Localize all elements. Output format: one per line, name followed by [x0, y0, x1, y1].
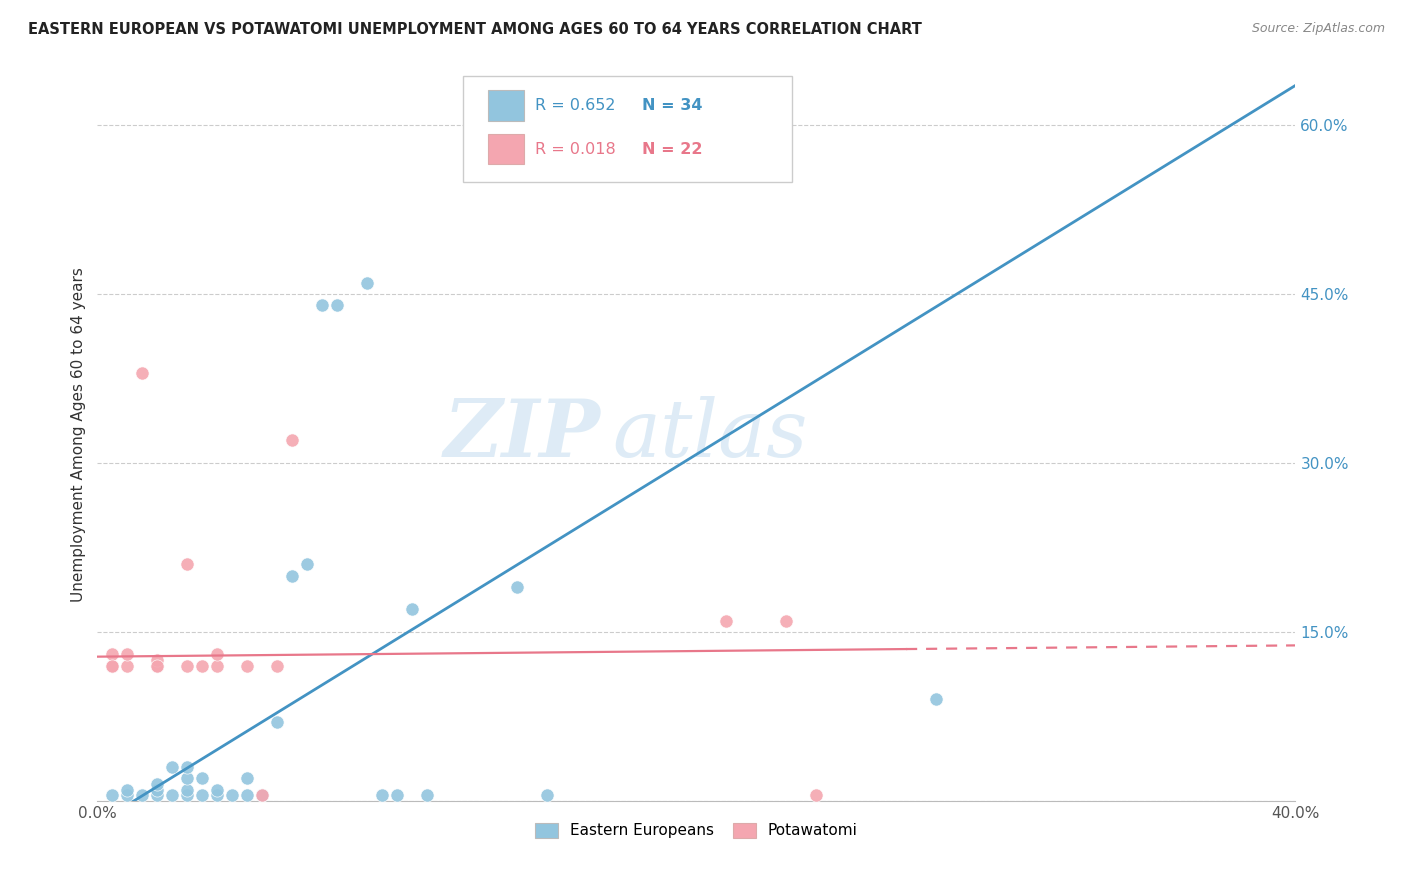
- Point: [536, 789, 558, 803]
- Point: [416, 789, 439, 803]
- Point: [281, 434, 304, 448]
- Point: [205, 782, 228, 797]
- Point: [101, 789, 124, 803]
- Point: [146, 782, 169, 797]
- Point: [160, 789, 183, 803]
- Point: [146, 789, 169, 803]
- Point: [146, 658, 169, 673]
- Point: [205, 648, 228, 662]
- Point: [101, 658, 124, 673]
- Point: [160, 760, 183, 774]
- Point: [176, 789, 198, 803]
- Point: [326, 298, 349, 312]
- Point: [191, 772, 214, 786]
- Point: [250, 789, 273, 803]
- Point: [401, 602, 423, 616]
- Point: [205, 658, 228, 673]
- Point: [236, 789, 259, 803]
- Point: [385, 789, 408, 803]
- Point: [146, 658, 169, 673]
- Point: [101, 648, 124, 662]
- Point: [925, 692, 948, 706]
- Point: [716, 614, 738, 628]
- Point: [146, 777, 169, 791]
- Text: N = 34: N = 34: [643, 97, 703, 112]
- Point: [266, 714, 288, 729]
- Point: [505, 580, 527, 594]
- Point: [117, 782, 139, 797]
- Point: [221, 789, 243, 803]
- Point: [295, 558, 318, 572]
- Point: [146, 653, 169, 667]
- Text: R = 0.652: R = 0.652: [534, 97, 616, 112]
- Y-axis label: Unemployment Among Ages 60 to 64 years: Unemployment Among Ages 60 to 64 years: [72, 268, 86, 602]
- Point: [131, 366, 153, 380]
- Text: N = 22: N = 22: [643, 142, 703, 157]
- Text: atlas: atlas: [613, 396, 808, 474]
- Point: [356, 276, 378, 290]
- Point: [176, 782, 198, 797]
- Point: [236, 658, 259, 673]
- Point: [176, 772, 198, 786]
- Point: [806, 789, 828, 803]
- Text: EASTERN EUROPEAN VS POTAWATOMI UNEMPLOYMENT AMONG AGES 60 TO 64 YEARS CORRELATIO: EASTERN EUROPEAN VS POTAWATOMI UNEMPLOYM…: [28, 22, 922, 37]
- Point: [205, 789, 228, 803]
- Point: [266, 658, 288, 673]
- Point: [250, 789, 273, 803]
- Legend: Eastern Europeans, Potawatomi: Eastern Europeans, Potawatomi: [529, 817, 863, 845]
- Text: R = 0.018: R = 0.018: [534, 142, 616, 157]
- Point: [117, 658, 139, 673]
- Point: [236, 772, 259, 786]
- Point: [371, 789, 394, 803]
- Point: [117, 789, 139, 803]
- Point: [311, 298, 333, 312]
- Point: [176, 558, 198, 572]
- Point: [176, 658, 198, 673]
- Point: [191, 789, 214, 803]
- Point: [101, 658, 124, 673]
- Point: [117, 648, 139, 662]
- Point: [281, 568, 304, 582]
- FancyBboxPatch shape: [488, 90, 524, 120]
- FancyBboxPatch shape: [463, 76, 792, 182]
- Point: [131, 789, 153, 803]
- FancyBboxPatch shape: [488, 134, 524, 164]
- Text: Source: ZipAtlas.com: Source: ZipAtlas.com: [1251, 22, 1385, 36]
- Point: [191, 658, 214, 673]
- Point: [176, 760, 198, 774]
- Text: ZIP: ZIP: [444, 396, 600, 474]
- Point: [775, 614, 797, 628]
